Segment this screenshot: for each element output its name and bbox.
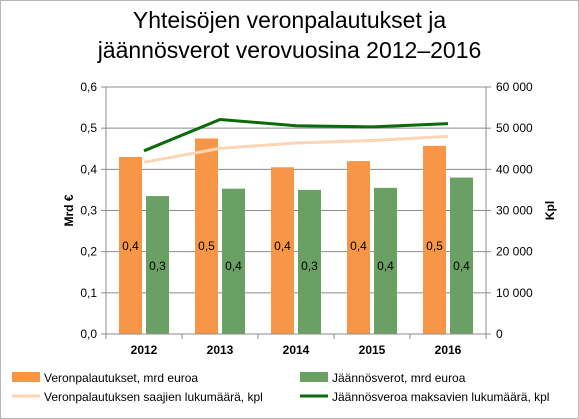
bar	[298, 189, 321, 334]
bar-data-label: 0,4	[453, 259, 470, 273]
left-axis-tick-label: 0,2	[80, 245, 97, 259]
left-axis-tick-label: 0,3	[80, 204, 97, 218]
bar	[271, 167, 294, 334]
legend-label: Veronpalautuksen saajien lukumäärä, kpl	[44, 390, 263, 404]
bar-data-label: 0,5	[198, 239, 215, 253]
right-axis-tick-label: 10 000	[496, 286, 533, 300]
bar	[119, 156, 142, 334]
bar	[374, 187, 397, 334]
bar-data-label: 0,4	[377, 259, 394, 273]
legend-label: Jäännösverot, mrd euroa	[332, 371, 466, 385]
right-axis-tick-label: 60 000	[496, 80, 533, 94]
bar	[423, 145, 446, 334]
chart-title-line-2: jäännösverot verovuosina 2012–2016	[97, 37, 482, 63]
chart-title-line-1: Yhteisöjen veronpalautukset ja	[132, 7, 447, 33]
right-axis-tick-label: 0	[496, 327, 503, 341]
legend-swatch	[300, 372, 328, 382]
bar	[347, 161, 370, 334]
series-line	[143, 134, 449, 164]
left-axis-tick-label: 0,6	[80, 80, 97, 94]
bar-data-label: 0,4	[122, 239, 139, 253]
left-axis-title: Mrd €	[62, 194, 76, 226]
bar	[195, 138, 218, 334]
bar	[222, 188, 245, 334]
series-line	[143, 118, 449, 153]
x-axis-tick-label: 2016	[435, 343, 462, 357]
legend-label: Veronpalautukset, mrd euroa	[44, 371, 198, 385]
bar-data-label: 0,4	[274, 239, 291, 253]
x-axis-tick-label: 2013	[207, 343, 234, 357]
bar	[450, 177, 473, 334]
axes: 0,0 0 0,1 10 000 0,2 20 000 0,3 30 000 0,4 40 000…	[62, 80, 557, 357]
legend: Veronpalautukset, mrd euroa Jäännösverot,…	[12, 371, 549, 404]
x-axis-tick-label: 2014	[283, 343, 310, 357]
bar-data-label: 0,4	[350, 239, 367, 253]
bar-data-label: 0,4	[225, 259, 242, 273]
left-axis-tick-label: 0,1	[80, 286, 97, 300]
legend-label: Jäännösveroa maksavien lukumäärä, kpl	[332, 390, 549, 404]
legend-swatch	[12, 372, 40, 382]
right-axis-tick-label: 30 000	[496, 204, 533, 218]
right-axis-tick-label: 20 000	[496, 245, 533, 259]
left-axis-tick-label: 0,4	[80, 162, 97, 176]
data-labels: 0,4 0,5 0,4 0,4 0,5 0,3 0,4 0,3 0,4 0,4	[122, 239, 470, 273]
bars	[119, 138, 473, 334]
left-axis-tick-label: 0,5	[80, 121, 97, 135]
right-axis-title: Kpl	[543, 201, 557, 220]
chart-title: Yhteisöjen veronpalautukset ja jäännösve…	[0, 5, 579, 65]
x-axis-tick-label: 2012	[131, 343, 158, 357]
x-axis-tick-label: 2015	[359, 343, 386, 357]
series-lines	[143, 118, 449, 164]
bar	[146, 196, 169, 334]
bar-data-label: 0,3	[301, 259, 318, 273]
left-axis-tick-label: 0,0	[80, 327, 97, 341]
bar-data-label: 0,5	[426, 239, 443, 253]
right-axis-tick-label: 50 000	[496, 121, 533, 135]
right-axis-tick-label: 40 000	[496, 162, 533, 176]
bar-data-label: 0,3	[149, 259, 166, 273]
